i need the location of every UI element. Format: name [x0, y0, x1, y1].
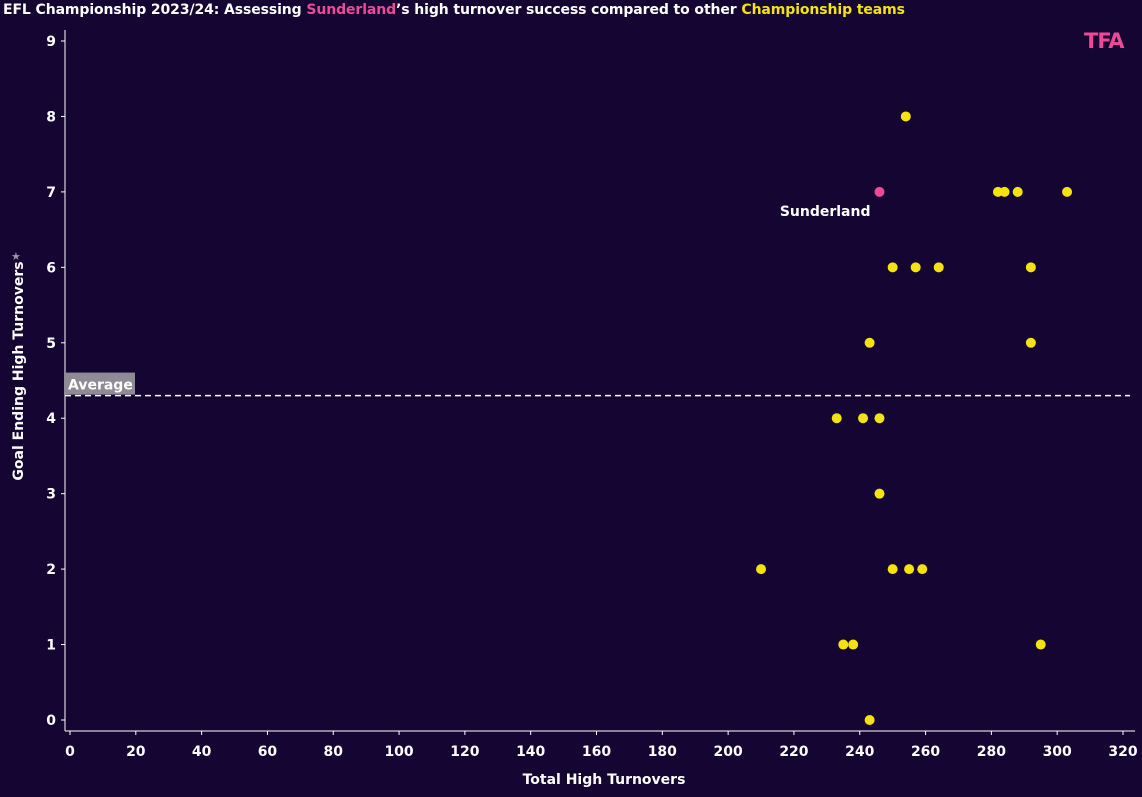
x-tick-label: 40 — [192, 744, 212, 760]
y-tick-label: 7 — [46, 185, 56, 201]
x-tick-label: 80 — [324, 744, 344, 760]
y-tick-label: 3 — [46, 487, 56, 503]
y-tick-label: 1 — [46, 638, 56, 654]
data-point — [858, 413, 869, 424]
data-point — [1012, 186, 1023, 197]
highlight-label: Sunderland — [780, 204, 871, 220]
chart-title: EFL Championship 2023/24: Assessing Sund… — [3, 2, 905, 18]
x-axis-label: Total High Turnovers — [522, 772, 686, 788]
title-prefix: EFL Championship 2023/24: Assessing — [3, 2, 307, 18]
x-tick-label: 280 — [977, 744, 1006, 760]
data-point — [864, 715, 875, 725]
average-label: Average — [68, 378, 133, 394]
data-point — [900, 111, 911, 122]
data-point — [838, 639, 849, 650]
data-point — [1035, 639, 1046, 650]
x-tick-label: 320 — [1108, 744, 1137, 760]
x-tick-label: 240 — [845, 744, 874, 760]
average-line-group: Average — [64, 372, 1130, 397]
axes: 0 20 40 60 80 100 120 140 160 180 200 220 240 260 280 3… — [46, 30, 1138, 760]
y-tick-label: 9 — [46, 34, 56, 50]
tfa-logo: TFA — [1084, 29, 1125, 53]
x-tick-label: 200 — [714, 744, 743, 760]
highlight-point — [874, 186, 885, 197]
title-team: Sunderland — [306, 2, 397, 18]
data-point — [1025, 262, 1036, 273]
data-point — [917, 564, 928, 575]
data-point — [864, 337, 875, 348]
data-point — [874, 488, 885, 499]
x-tick-label: 60 — [258, 744, 278, 760]
data-point — [933, 262, 944, 273]
pin-icon: ★ — [11, 250, 21, 263]
x-tick-label: 120 — [450, 744, 479, 760]
data-point — [910, 262, 921, 273]
y-tick-label: 0 — [46, 713, 56, 729]
data-point — [848, 639, 859, 650]
data-point — [1062, 186, 1073, 197]
x-tick-label: 260 — [911, 744, 940, 760]
data-point — [887, 262, 898, 273]
x-tick-label: 20 — [126, 744, 146, 760]
average-label-bg — [64, 372, 135, 395]
data-point — [999, 186, 1010, 197]
title-group: Championship teams — [741, 2, 905, 18]
x-tick-label: 100 — [384, 744, 413, 760]
y-tick-label: 6 — [46, 260, 56, 276]
title-middle: ’s high turnover success compared to oth… — [396, 2, 742, 18]
x-tick-label: 300 — [1043, 744, 1072, 760]
points-group: Sunderland — [756, 111, 1073, 725]
data-point — [1025, 337, 1036, 348]
x-tick-label: 140 — [516, 744, 545, 760]
data-point — [831, 413, 842, 424]
y-tick-label: 2 — [46, 562, 56, 578]
data-point — [756, 564, 767, 575]
data-point — [887, 564, 898, 575]
x-tick-label: 180 — [648, 744, 677, 760]
x-tick-label: 0 — [65, 744, 75, 760]
y-tick-label: 8 — [46, 109, 56, 125]
data-point — [874, 413, 885, 424]
y-tick-label: 4 — [46, 411, 56, 427]
x-tick-label: 220 — [779, 744, 808, 760]
y-tick-label: 5 — [46, 336, 56, 352]
x-tick-label: 160 — [582, 744, 611, 760]
data-point — [904, 564, 915, 575]
